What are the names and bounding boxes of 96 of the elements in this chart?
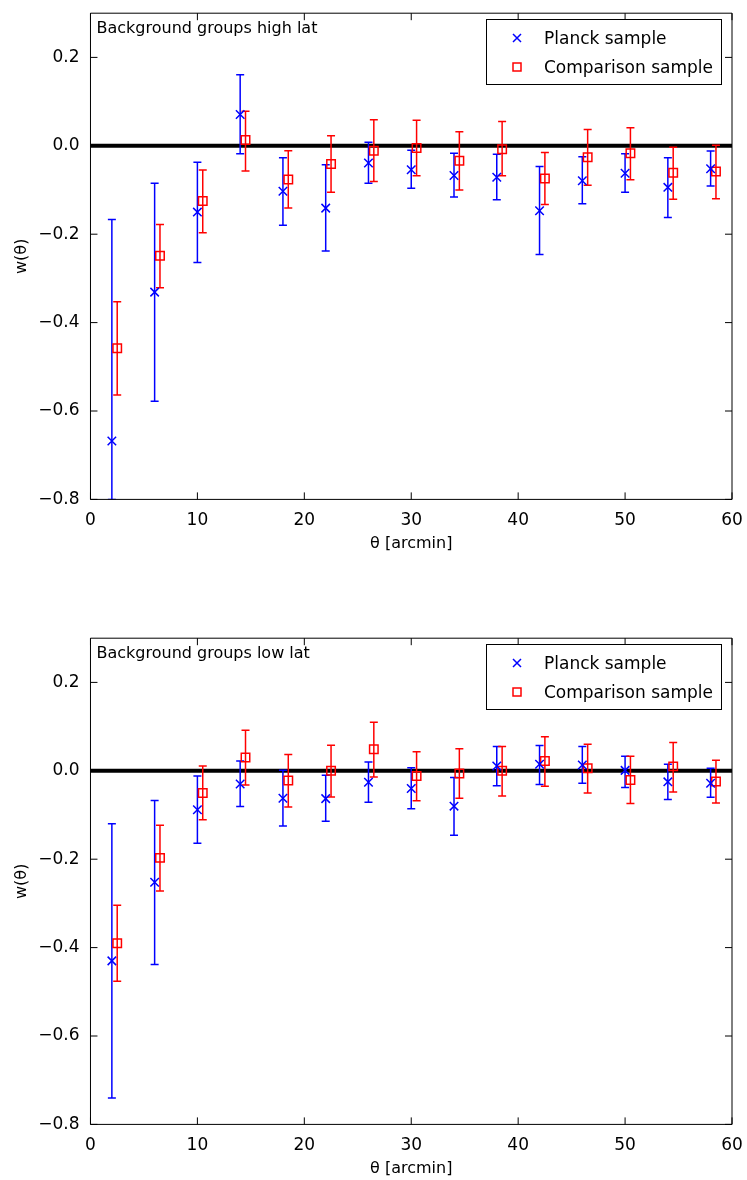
- x-tick-label: 0: [85, 1134, 96, 1155]
- y-tick-label: −0.6: [38, 1024, 80, 1045]
- point: [326, 765, 337, 776]
- point: [705, 163, 716, 174]
- y-tick-label: 0.2: [52, 670, 80, 691]
- y-tick-label: −0.2: [38, 847, 80, 868]
- point: [368, 145, 379, 156]
- legend-label: Comparison sample: [544, 681, 713, 702]
- point: [106, 436, 117, 447]
- point: [411, 771, 422, 782]
- point: [620, 765, 631, 776]
- point: [582, 763, 593, 774]
- point: [497, 765, 508, 776]
- point: [106, 955, 117, 966]
- point: [235, 109, 246, 120]
- x-tick-label: 50: [614, 1134, 636, 1155]
- y-tick-label: 0.0: [52, 134, 80, 155]
- point: [539, 756, 550, 767]
- point: [668, 167, 679, 178]
- x-tick-label: 40: [507, 509, 529, 530]
- y-tick-label: 0.0: [52, 759, 80, 780]
- point: [277, 186, 288, 197]
- point: [240, 752, 251, 763]
- point: [411, 143, 422, 153]
- point: [192, 804, 203, 815]
- point: [406, 164, 417, 175]
- point: [320, 203, 331, 214]
- point: [149, 287, 160, 298]
- point: [240, 135, 251, 146]
- x-tick-label: 60: [721, 509, 743, 530]
- legend-label: Planck sample: [544, 27, 667, 48]
- point: [625, 775, 636, 786]
- x-tick-label: 20: [293, 1134, 316, 1155]
- x-tick-label: 60: [721, 1134, 743, 1155]
- point: [154, 852, 165, 863]
- y-tick-label: −0.2: [38, 222, 80, 243]
- point: [449, 170, 459, 181]
- chart-title: Background groups high lat: [96, 18, 318, 38]
- x-tick-label: 10: [186, 509, 209, 530]
- y-tick-label: −0.8: [38, 1112, 80, 1133]
- x-tick-label: 50: [614, 509, 636, 530]
- x-tick-label: 30: [400, 509, 423, 530]
- y-tick-label: −0.4: [38, 311, 80, 332]
- point: [235, 779, 246, 790]
- legend-label: Comparison sample: [544, 56, 713, 77]
- legend-label: Planck sample: [544, 652, 667, 673]
- point: [112, 938, 123, 949]
- x-tick-label: 10: [186, 1134, 209, 1155]
- point: [363, 777, 374, 788]
- point: [454, 768, 465, 779]
- point: [710, 776, 721, 787]
- y-axis-title: w(θ): [10, 863, 30, 899]
- y-tick-label: 0.2: [52, 45, 80, 66]
- y-axis-title: w(θ): [10, 238, 30, 274]
- point: [454, 155, 465, 166]
- point: [320, 793, 331, 804]
- point: [662, 182, 673, 193]
- point: [534, 205, 545, 216]
- point: [112, 343, 123, 354]
- point: [710, 166, 721, 177]
- point: [197, 787, 208, 798]
- point: [192, 207, 203, 218]
- y-tick-label: −0.6: [38, 399, 80, 420]
- point: [577, 760, 588, 771]
- point: [197, 196, 208, 207]
- point: [620, 168, 631, 179]
- y-tick-label: −0.8: [38, 487, 80, 508]
- point: [577, 175, 588, 186]
- y-tick-label: −0.4: [38, 936, 80, 957]
- x-axis-title: θ [arcmin]: [370, 532, 453, 552]
- point: [283, 775, 294, 786]
- chart-title: Background groups low lat: [96, 643, 310, 663]
- point: [277, 793, 288, 804]
- point: [449, 801, 459, 812]
- point: [368, 744, 379, 755]
- x-tick-label: 30: [400, 1134, 423, 1155]
- point: [582, 152, 593, 163]
- x-axis-title: θ [arcmin]: [370, 1157, 453, 1177]
- point: [283, 174, 294, 185]
- x-tick-label: 20: [293, 509, 316, 530]
- point: [668, 761, 679, 772]
- point: [154, 250, 165, 261]
- point: [149, 877, 160, 888]
- x-tick-label: 0: [85, 509, 96, 530]
- point: [534, 759, 545, 770]
- point: [326, 158, 337, 169]
- point: [705, 778, 716, 789]
- point: [406, 783, 417, 794]
- point: [625, 148, 636, 159]
- point: [491, 172, 502, 183]
- x-tick-label: 40: [507, 1134, 529, 1155]
- point: [491, 760, 502, 771]
- point: [363, 158, 374, 169]
- point: [539, 173, 550, 184]
- point: [662, 776, 673, 787]
- point: [497, 144, 508, 155]
